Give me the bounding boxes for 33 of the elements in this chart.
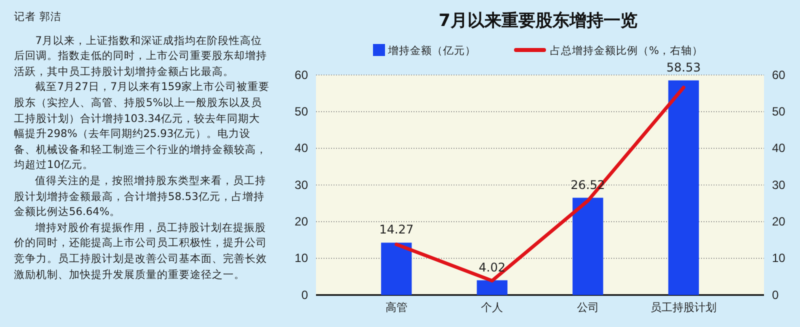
data-label: 14.27 xyxy=(379,222,414,237)
text: 值得关注的是，按照增持股东类型来看，员工持股计划增持金额最高，合计增持58.53亿元，占增持金额比例达56.64%。 xyxy=(14,174,268,220)
y-tick-label: 50 xyxy=(294,104,308,119)
x-tick-label: 个人 xyxy=(481,302,504,314)
y-tick-label: 60 xyxy=(294,68,308,82)
bar xyxy=(668,80,699,295)
data-label: 58.53 xyxy=(666,60,701,74)
text: 7月以来，上证指数和深证成指均在阶段性高位后回调。指数走低的同时，上市公司重要股东却增持活跃，其中员工持股计划增持金额占比最高。 xyxy=(14,34,268,80)
chart-title: 7月以来重要股东增持一览 xyxy=(438,11,638,31)
x-tick-label: 公司 xyxy=(576,302,599,314)
y2-tick-label: 60 xyxy=(772,68,786,82)
y2-tick-label: 30 xyxy=(772,178,786,192)
bar xyxy=(381,242,412,295)
text: 记者 郭洁 xyxy=(14,10,62,25)
y2-tick-label: 20 xyxy=(772,214,786,229)
y-tick-label: 30 xyxy=(294,178,308,192)
legend-label: 增持金额（亿元） xyxy=(387,44,476,57)
y2-tick-label: 10 xyxy=(772,251,786,266)
y2-tick-label: 50 xyxy=(772,104,786,119)
y2-tick-label: 0 xyxy=(772,288,779,302)
y-tick-label: 20 xyxy=(294,214,308,229)
x-tick-label: 高管 xyxy=(385,300,408,314)
y2-tick-label: 40 xyxy=(772,141,786,156)
bar xyxy=(572,198,604,295)
bar xyxy=(476,280,508,295)
y-tick-label: 40 xyxy=(294,141,308,156)
legend-label: 占总增持金额比例（%，右轴） xyxy=(550,44,703,57)
x-tick-label: 员工持股计划 xyxy=(650,300,717,314)
text: 增持对股价有提振作用，员工持股计划在提振股价的同时，还能提高上市公司员工积极性，提升公司竞争力。员工持股计划是改善公司基本面、完善长效激励机制、加快提升发展质量的重要途径之一。 xyxy=(14,220,268,282)
y-tick-label: 0 xyxy=(301,288,308,302)
text: 截至7月27日，7月以来有159家上市公司被重要股东（实控人、高管、持股5%以上一般股东以及员工持股计划）合计增持103.34亿元，较去年同期大幅提升298%（去年同期约25.93亿元）。电力设备、机械设备和轻工制造三个行业的增持金额较高，均超过10亿元。 xyxy=(14,80,270,174)
y-tick-label: 10 xyxy=(294,251,308,266)
data-label: 4.02 xyxy=(478,260,506,274)
